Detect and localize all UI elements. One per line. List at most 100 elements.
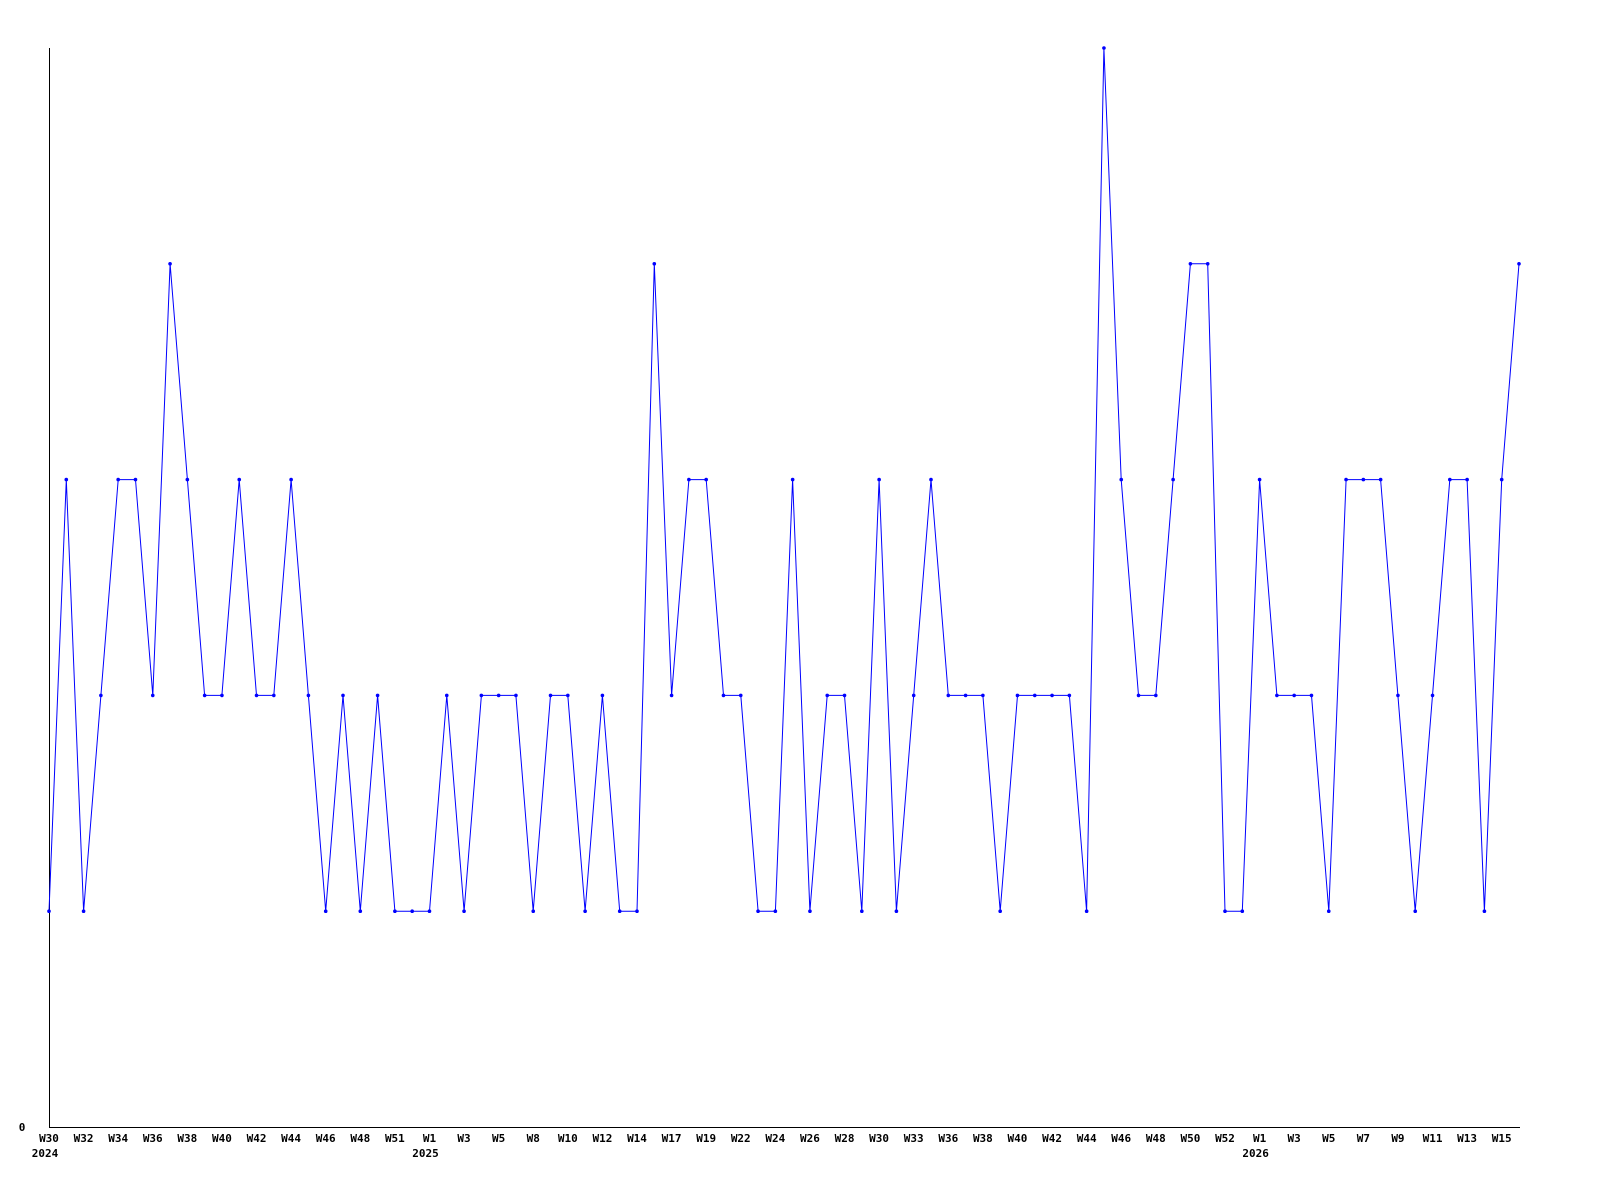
x-tick-label: W1 bbox=[1253, 1132, 1267, 1145]
data-point bbox=[548, 693, 553, 698]
data-point bbox=[237, 477, 242, 482]
x-tick-label: W52 bbox=[1215, 1132, 1235, 1145]
data-point bbox=[116, 477, 120, 482]
data-point bbox=[1396, 693, 1400, 698]
x-tick-label: W19 bbox=[696, 1132, 716, 1145]
data-point bbox=[1482, 909, 1487, 913]
data-point bbox=[773, 909, 778, 913]
data-point bbox=[479, 693, 484, 698]
data-point bbox=[1430, 693, 1435, 698]
x-tick-label: W14 bbox=[627, 1132, 647, 1145]
data-point bbox=[566, 693, 570, 698]
data-point bbox=[1067, 693, 1072, 698]
data-point bbox=[1257, 477, 1262, 482]
x-tick-label: W5 bbox=[1322, 1132, 1335, 1145]
data-point bbox=[289, 477, 293, 482]
series-line bbox=[48, 47, 1520, 912]
x-tick-label: W42 bbox=[247, 1132, 267, 1145]
x-tick-label: W32 bbox=[74, 1132, 94, 1145]
data-point bbox=[1517, 262, 1521, 266]
data-point bbox=[652, 262, 657, 266]
data-point bbox=[929, 477, 933, 482]
data-point bbox=[323, 909, 328, 913]
x-tick-label: W10 bbox=[558, 1132, 578, 1145]
data-point bbox=[427, 909, 432, 913]
data-point bbox=[1448, 477, 1452, 482]
data-point bbox=[168, 262, 172, 266]
data-point bbox=[825, 693, 830, 698]
x-tick-label: W12 bbox=[592, 1132, 612, 1145]
x-tick-label: W48 bbox=[350, 1132, 370, 1145]
data-point bbox=[583, 909, 587, 913]
data-point bbox=[133, 477, 138, 482]
data-point bbox=[531, 909, 536, 913]
data-point bbox=[877, 477, 881, 482]
data-point bbox=[1102, 46, 1106, 50]
data-point bbox=[306, 693, 311, 698]
year-label: 2025 bbox=[412, 1147, 439, 1160]
data-point bbox=[669, 693, 674, 698]
x-tick-label: W46 bbox=[1111, 1132, 1131, 1145]
x-tick-label: W28 bbox=[835, 1132, 855, 1145]
data-point bbox=[393, 909, 397, 913]
x-tick-label: W24 bbox=[765, 1132, 785, 1145]
data-point bbox=[1136, 693, 1141, 698]
data-point bbox=[1223, 909, 1227, 913]
data-point bbox=[1309, 693, 1314, 698]
x-tick-label: W26 bbox=[800, 1132, 820, 1145]
x-tick-label: W38 bbox=[973, 1132, 993, 1145]
x-tick-label: W8 bbox=[527, 1132, 540, 1145]
x-tick-label: W7 bbox=[1357, 1132, 1370, 1145]
data-point bbox=[1154, 693, 1158, 698]
data-point bbox=[1015, 693, 1020, 698]
x-tick-label: W11 bbox=[1423, 1132, 1443, 1145]
data-point bbox=[99, 693, 103, 698]
x-tick-label: W34 bbox=[108, 1132, 128, 1145]
data-point bbox=[47, 909, 51, 913]
data-point bbox=[617, 909, 622, 913]
x-tick-label: W17 bbox=[662, 1132, 682, 1145]
y-tick-label: 0 bbox=[19, 1121, 26, 1134]
x-tick-label: W30 bbox=[869, 1132, 889, 1145]
data-point bbox=[1119, 477, 1124, 482]
data-point bbox=[202, 693, 207, 698]
x-tick-label: W44 bbox=[281, 1132, 301, 1145]
data-point bbox=[462, 909, 466, 913]
data-point bbox=[738, 693, 743, 698]
data-point bbox=[1032, 693, 1037, 698]
data-point bbox=[687, 477, 691, 482]
data-point bbox=[64, 477, 69, 482]
data-point bbox=[1050, 693, 1054, 698]
data-point bbox=[704, 477, 708, 482]
data-point bbox=[790, 477, 795, 482]
data-point bbox=[1188, 262, 1193, 266]
data-point bbox=[946, 693, 951, 698]
data-point bbox=[808, 909, 812, 913]
data-point bbox=[842, 693, 847, 698]
x-tick-label: W38 bbox=[177, 1132, 197, 1145]
data-point bbox=[894, 909, 899, 913]
data-point bbox=[1171, 477, 1175, 482]
data-point bbox=[1240, 909, 1245, 913]
data-point bbox=[358, 909, 363, 913]
data-point bbox=[341, 693, 345, 698]
data-point bbox=[756, 909, 760, 913]
data-point bbox=[981, 693, 985, 698]
x-tick-label: W40 bbox=[212, 1132, 232, 1145]
data-point bbox=[150, 693, 155, 698]
x-tick-label: W48 bbox=[1146, 1132, 1166, 1145]
data-point bbox=[1499, 477, 1504, 482]
data-point bbox=[81, 909, 86, 913]
data-point bbox=[911, 693, 916, 698]
x-tick-label: W46 bbox=[316, 1132, 336, 1145]
x-tick-label: W1 bbox=[423, 1132, 437, 1145]
data-point bbox=[963, 693, 968, 698]
data-point bbox=[1205, 262, 1210, 266]
x-tick-label: W22 bbox=[731, 1132, 751, 1145]
year-label: 2026 bbox=[1242, 1147, 1269, 1160]
x-tick-label: W40 bbox=[1008, 1132, 1028, 1145]
x-tick-label: W51 bbox=[385, 1132, 405, 1145]
x-tick-label: W5 bbox=[492, 1132, 505, 1145]
data-point bbox=[444, 693, 449, 698]
